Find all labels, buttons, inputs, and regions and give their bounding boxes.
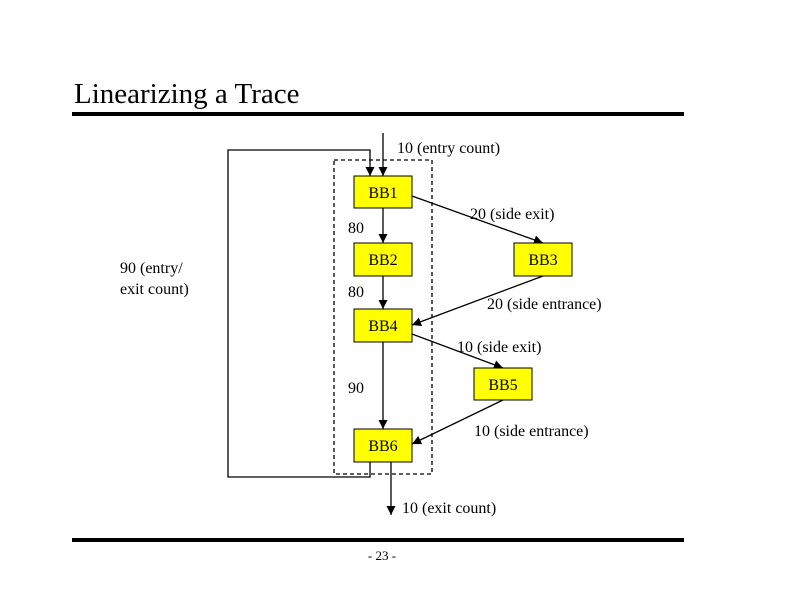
node-box xyxy=(353,428,413,463)
nodes: BB1 BB2 BB3 BB4 BB5 BB6 xyxy=(353,175,573,463)
edge xyxy=(411,275,544,327)
edge-label: 80 xyxy=(348,284,364,301)
edge-label: 10 (entry count) xyxy=(397,140,500,157)
node-box xyxy=(353,308,413,343)
edge xyxy=(411,195,544,245)
edge-label: 90 xyxy=(348,380,364,397)
node-box xyxy=(353,175,413,209)
edge-label: 20 (side exit) xyxy=(470,206,554,223)
node-label: BB5 xyxy=(488,377,517,394)
title-rule xyxy=(72,112,684,116)
node-label: BB3 xyxy=(528,252,557,269)
edges xyxy=(227,133,544,515)
edge xyxy=(411,333,504,370)
edge-label: 20 (side entrance) xyxy=(487,296,602,313)
node-box xyxy=(473,367,533,401)
node-label: BB6 xyxy=(368,438,397,455)
page-number: - 23 - xyxy=(368,548,396,563)
node-label: BB2 xyxy=(368,252,397,269)
edge-label: 10 (side entrance) xyxy=(474,423,589,440)
node-box xyxy=(353,242,413,277)
footer-rule xyxy=(72,538,684,542)
loop-label: 90 (entry/ xyxy=(120,260,183,277)
edge-labels: 10 (entry count) 80 20 (side exit) 80 20… xyxy=(120,140,602,517)
slide-title: Linearizing a Trace xyxy=(74,78,299,110)
edge-label: 10 (exit count) xyxy=(402,500,496,517)
loop-label: exit count) xyxy=(120,281,189,298)
node-label: BB4 xyxy=(368,318,397,335)
edge-label: 80 xyxy=(348,220,364,237)
loop-edge xyxy=(227,149,375,478)
edge-label: 10 (side exit) xyxy=(457,339,541,356)
edge xyxy=(411,399,504,445)
node-label: BB1 xyxy=(368,185,397,202)
node-box xyxy=(513,242,573,277)
